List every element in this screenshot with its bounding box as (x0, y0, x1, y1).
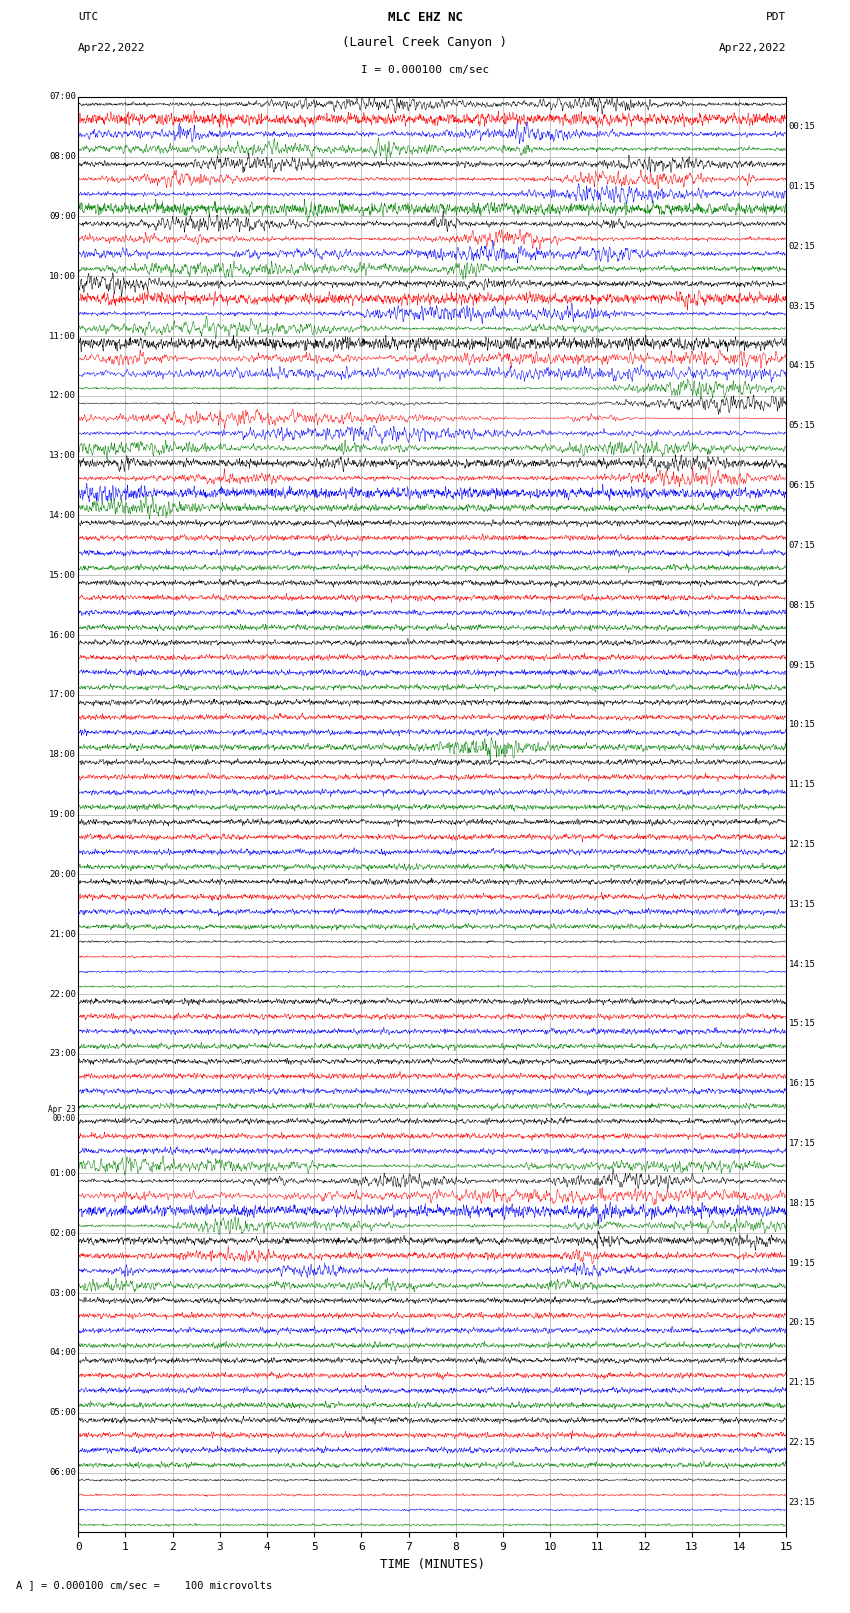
Text: 02:15: 02:15 (788, 242, 815, 250)
Text: 21:00: 21:00 (49, 929, 76, 939)
Text: 14:00: 14:00 (49, 511, 76, 519)
Text: 01:00: 01:00 (49, 1169, 76, 1177)
Text: 02:00: 02:00 (49, 1229, 76, 1237)
Text: 16:00: 16:00 (49, 631, 76, 640)
Text: 06:00: 06:00 (49, 1468, 76, 1478)
Text: 21:15: 21:15 (788, 1379, 815, 1387)
Text: PDT: PDT (766, 13, 786, 23)
Text: 23:00: 23:00 (49, 1050, 76, 1058)
Text: 15:15: 15:15 (788, 1019, 815, 1029)
Text: Apr 23: Apr 23 (48, 1105, 76, 1113)
Text: 20:15: 20:15 (788, 1318, 815, 1327)
Text: 13:00: 13:00 (49, 452, 76, 460)
Text: 11:00: 11:00 (49, 332, 76, 340)
Text: 12:00: 12:00 (49, 392, 76, 400)
Text: 03:00: 03:00 (49, 1289, 76, 1297)
Text: 17:00: 17:00 (49, 690, 76, 700)
Text: Apr22,2022: Apr22,2022 (78, 44, 145, 53)
Text: 16:15: 16:15 (788, 1079, 815, 1089)
Text: 00:00: 00:00 (53, 1113, 76, 1123)
Text: 08:15: 08:15 (788, 600, 815, 610)
Text: 13:15: 13:15 (788, 900, 815, 908)
Text: 10:00: 10:00 (49, 271, 76, 281)
Text: 22:00: 22:00 (49, 989, 76, 998)
Text: 09:15: 09:15 (788, 661, 815, 669)
Text: 10:15: 10:15 (788, 721, 815, 729)
Text: 01:15: 01:15 (788, 182, 815, 190)
X-axis label: TIME (MINUTES): TIME (MINUTES) (380, 1558, 484, 1571)
Text: 03:15: 03:15 (788, 302, 815, 311)
Text: (Laurel Creek Canyon ): (Laurel Creek Canyon ) (343, 35, 507, 48)
Text: 14:15: 14:15 (788, 960, 815, 968)
Text: I = 0.000100 cm/sec: I = 0.000100 cm/sec (361, 65, 489, 74)
Text: 09:00: 09:00 (49, 211, 76, 221)
Text: 05:00: 05:00 (49, 1408, 76, 1418)
Text: 04:15: 04:15 (788, 361, 815, 371)
Text: 07:15: 07:15 (788, 540, 815, 550)
Text: 00:15: 00:15 (788, 123, 815, 131)
Text: 06:15: 06:15 (788, 481, 815, 490)
Text: 18:15: 18:15 (788, 1198, 815, 1208)
Text: A ] = 0.000100 cm/sec =    100 microvolts: A ] = 0.000100 cm/sec = 100 microvolts (15, 1579, 272, 1590)
Text: MLC EHZ NC: MLC EHZ NC (388, 11, 462, 24)
Text: 18:00: 18:00 (49, 750, 76, 760)
Text: 20:00: 20:00 (49, 869, 76, 879)
Text: 11:15: 11:15 (788, 781, 815, 789)
Text: Apr22,2022: Apr22,2022 (719, 44, 786, 53)
Text: 19:00: 19:00 (49, 810, 76, 819)
Text: 22:15: 22:15 (788, 1439, 815, 1447)
Text: 17:15: 17:15 (788, 1139, 815, 1148)
Text: 08:00: 08:00 (49, 152, 76, 161)
Text: 04:00: 04:00 (49, 1348, 76, 1358)
Text: 23:15: 23:15 (788, 1498, 815, 1507)
Text: 19:15: 19:15 (788, 1258, 815, 1268)
Text: 15:00: 15:00 (49, 571, 76, 579)
Text: 05:15: 05:15 (788, 421, 815, 431)
Text: UTC: UTC (78, 13, 99, 23)
Text: 07:00: 07:00 (49, 92, 76, 102)
Text: 12:15: 12:15 (788, 840, 815, 848)
